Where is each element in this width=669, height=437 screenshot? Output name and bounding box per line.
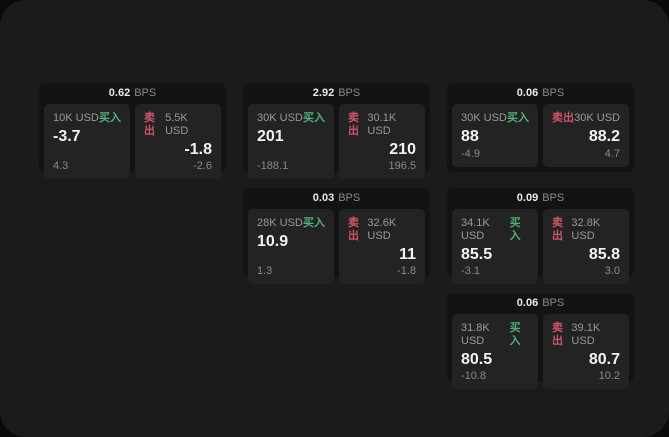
sell-price: 210	[389, 141, 416, 158]
buy-size-label: 30K USD	[461, 112, 507, 124]
sell-price: 80.7	[588, 351, 620, 368]
bps-unit-label: BPS	[134, 87, 157, 99]
sell-skew: -2.6	[193, 160, 212, 172]
sell-size-label: 32.8K USD	[571, 217, 601, 242]
sell-tile[interactable]: 卖出 32.6K USD 11 -1.8	[339, 209, 425, 284]
quote-card: 0.62 BPS 10K USD 买入 -3.7 4.3 卖出 5.5K USD	[39, 83, 226, 179]
buy-skew: -188.1	[257, 160, 289, 172]
buy-side-label: 买入	[509, 217, 521, 242]
buy-skew: -4.9	[461, 148, 480, 160]
buy-size-label: 28K USD	[257, 217, 303, 229]
quote-card-grid: 0.62 BPS 10K USD 买入 -3.7 4.3 卖出 5.5K USD	[39, 83, 634, 389]
buy-side-label: 买入	[303, 217, 325, 229]
buy-size-label: 34.1K USD	[461, 217, 490, 242]
bps-header: 0.06 BPS	[447, 293, 634, 314]
buy-price: -3.7	[53, 128, 81, 145]
buy-side-label: 买入	[507, 112, 529, 124]
bps-value: 0.06	[516, 87, 539, 99]
sell-side-label: 卖出	[348, 217, 359, 242]
bps-header: 0.03 BPS	[243, 188, 430, 209]
quote-card: 2.92 BPS 30K USD 买入 201 -188.1 卖出 30.1K U…	[243, 83, 430, 179]
sell-price: 11	[399, 246, 416, 263]
quote-card-body: 31.8K USD 买入 80.5 -10.8 卖出 39.1K USD 80.…	[447, 314, 634, 394]
quote-card: 0.06 BPS 30K USD 买入 88 -4.9 卖出 30K USD	[447, 83, 634, 172]
quote-card-body: 28K USD 买入 10.9 1.3 卖出 32.6K USD 11 -1.8	[243, 209, 430, 289]
bps-value: 0.09	[516, 192, 539, 204]
quote-card: 0.03 BPS 28K USD 买入 10.9 1.3 卖出 32.6K USD	[243, 188, 430, 284]
buy-side-label: 买入	[509, 322, 521, 347]
bps-value: 0.06	[516, 297, 539, 309]
buy-size-label: 10K USD	[53, 112, 99, 124]
quote-card-body: 34.1K USD 买入 85.5 -3.1 卖出 32.8K USD 85.8…	[447, 209, 634, 289]
buy-side-label: 买入	[303, 112, 325, 124]
buy-tile[interactable]: 34.1K USD 买入 85.5 -3.1	[452, 209, 538, 284]
buy-tile[interactable]: 31.8K USD 买入 80.5 -10.8	[452, 314, 538, 389]
sell-price: 85.8	[588, 246, 620, 263]
sell-size-label: 30K USD	[574, 112, 620, 124]
buy-tile[interactable]: 30K USD 买入 201 -188.1	[248, 104, 334, 179]
buy-skew: -10.8	[461, 370, 487, 382]
buy-tile[interactable]: 30K USD 买入 88 -4.9	[452, 104, 538, 167]
sell-tile[interactable]: 卖出 39.1K USD 80.7 10.2	[543, 314, 629, 389]
quote-card: 0.09 BPS 34.1K USD 买入 85.5 -3.1 卖出 32.8K …	[447, 188, 634, 284]
buy-skew: 1.3	[257, 265, 273, 277]
bps-value: 0.03	[312, 192, 335, 204]
sell-size-label: 32.6K USD	[367, 217, 397, 242]
quote-card-body: 10K USD 买入 -3.7 4.3 卖出 5.5K USD -1.8 -2.…	[39, 104, 226, 184]
bps-header: 2.92 BPS	[243, 83, 430, 104]
buy-skew: 4.3	[53, 160, 69, 172]
sell-skew: 3.0	[604, 265, 620, 277]
sell-side-label: 卖出	[144, 112, 155, 137]
bps-value: 0.62	[108, 87, 131, 99]
buy-price: 10.9	[257, 233, 289, 250]
buy-tile[interactable]: 10K USD 买入 -3.7 4.3	[44, 104, 130, 179]
sell-size-label: 5.5K USD	[165, 112, 189, 137]
sell-skew: 10.2	[598, 370, 620, 382]
buy-price: 201	[257, 128, 284, 145]
sell-tile[interactable]: 卖出 30.1K USD 210 196.5	[339, 104, 425, 179]
sell-tile[interactable]: 卖出 30K USD 88.2 4.7	[543, 104, 629, 167]
bps-unit-label: BPS	[542, 87, 565, 99]
sell-tile[interactable]: 卖出 32.8K USD 85.8 3.0	[543, 209, 629, 284]
quote-card-body: 30K USD 买入 88 -4.9 卖出 30K USD 88.2 4.7	[447, 104, 634, 172]
bps-unit-label: BPS	[542, 297, 565, 309]
buy-skew: -3.1	[461, 265, 480, 277]
sell-price: 88.2	[588, 128, 620, 145]
buy-tile[interactable]: 28K USD 买入 10.9 1.3	[248, 209, 334, 284]
buy-price: 80.5	[461, 351, 493, 368]
buy-price: 88	[461, 128, 479, 145]
buy-price: 85.5	[461, 246, 493, 263]
bps-header: 0.62 BPS	[39, 83, 226, 104]
sell-skew: -1.8	[397, 265, 416, 277]
buy-size-label: 30K USD	[257, 112, 303, 124]
bps-unit-label: BPS	[338, 87, 361, 99]
sell-size-label: 39.1K USD	[571, 322, 601, 347]
bps-unit-label: BPS	[542, 192, 565, 204]
sell-skew: 196.5	[388, 160, 416, 172]
bps-value: 2.92	[312, 87, 335, 99]
buy-side-label: 买入	[99, 112, 121, 124]
sell-side-label: 卖出	[552, 217, 563, 242]
bps-unit-label: BPS	[338, 192, 361, 204]
bps-header: 0.06 BPS	[447, 83, 634, 104]
sell-size-label: 30.1K USD	[367, 112, 397, 137]
sell-skew: 4.7	[604, 148, 620, 160]
quote-card-body: 30K USD 买入 201 -188.1 卖出 30.1K USD 210 1…	[243, 104, 430, 184]
buy-size-label: 31.8K USD	[461, 322, 490, 347]
sell-price: -1.8	[184, 141, 212, 158]
sell-side-label: 卖出	[552, 322, 563, 347]
sell-side-label: 卖出	[552, 112, 574, 124]
sell-side-label: 卖出	[348, 112, 359, 137]
bps-header: 0.09 BPS	[447, 188, 634, 209]
quote-card: 0.06 BPS 31.8K USD 买入 80.5 -10.8 卖出 39.1K…	[447, 293, 634, 389]
sell-tile[interactable]: 卖出 5.5K USD -1.8 -2.6	[135, 104, 221, 179]
